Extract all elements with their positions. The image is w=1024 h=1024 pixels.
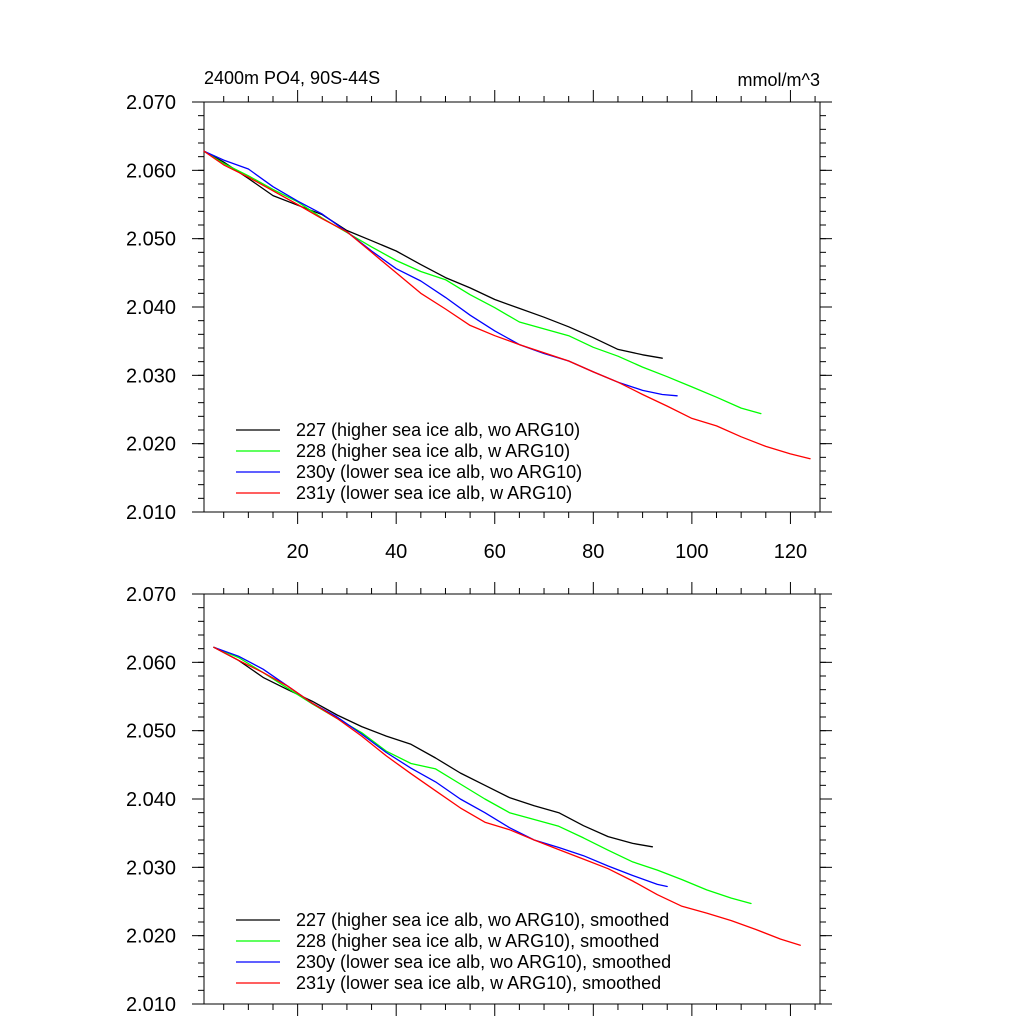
bottom-legend-label-228: 228 (higher sea ice alb, w ARG10), smoot… — [296, 931, 659, 951]
bottom-y-tick-label: 2.060 — [126, 652, 176, 674]
bottom-y-tick-label: 2.040 — [126, 789, 176, 811]
bottom-legend-label-231y: 231y (lower sea ice alb, w ARG10), smoot… — [296, 973, 661, 993]
top-x-tick-label: 20 — [287, 541, 309, 563]
bottom-panel: 2.010 2.020 2.030 2.040 2.050 2.060 2.070 227 … — [126, 582, 832, 1016]
bottom-panel-legend: 227 (higher sea ice alb, wo ARG10), smoo… — [236, 910, 671, 993]
top-panel-ticks: 2.010 2.020 2.030 2.040 2.050 2.060 2.070 20 40 6… — [126, 90, 832, 563]
bottom-legend-label-230y: 230y (lower sea ice alb, wo ARG10), smoo… — [296, 952, 671, 972]
bottom-y-tick-label: 2.070 — [126, 584, 176, 606]
bottom-y-tick-label: 2.050 — [126, 721, 176, 743]
bottom-panel-ticks: 2.010 2.020 2.030 2.040 2.050 2.060 2.070 — [126, 582, 832, 1016]
top-x-tick-label: 80 — [582, 541, 604, 563]
top-x-tick-label: 40 — [385, 541, 407, 563]
top-panel-legend: 227 (higher sea ice alb, wo ARG10)228 (h… — [236, 420, 582, 503]
top-y-tick-label: 2.030 — [126, 365, 176, 387]
top-y-tick-label: 2.060 — [126, 160, 176, 182]
bottom-panel-series — [213, 646, 801, 946]
top-x-tick-label: 120 — [774, 541, 807, 563]
top-y-tick-label: 2.070 — [126, 92, 176, 114]
units-label: mmol/m^3 — [738, 70, 820, 90]
bottom-series-line-228 — [213, 646, 752, 905]
bottom-y-tick-label: 2.010 — [126, 994, 176, 1016]
top-y-tick-label: 2.020 — [126, 434, 176, 456]
bottom-series-line-227 — [213, 646, 654, 848]
top-series-line-230y — [203, 150, 678, 397]
bottom-legend-label-227: 227 (higher sea ice alb, wo ARG10), smoo… — [296, 910, 669, 930]
top-series-line-228 — [203, 150, 762, 415]
bottom-series-line-231y — [213, 646, 801, 946]
top-y-tick-label: 2.010 — [126, 502, 176, 524]
top-series-line-231y — [203, 150, 811, 460]
bottom-y-tick-label: 2.030 — [126, 857, 176, 879]
top-legend-label-231y: 231y (lower sea ice alb, w ARG10) — [296, 483, 572, 503]
top-legend-label-230y: 230y (lower sea ice alb, wo ARG10) — [296, 462, 582, 482]
top-x-tick-label: 100 — [675, 541, 708, 563]
top-y-tick-label: 2.040 — [126, 297, 176, 319]
top-y-tick-label: 2.050 — [126, 229, 176, 251]
figure-title: 2400m PO4, 90S-44S — [204, 68, 380, 88]
top-series-line-227 — [203, 150, 663, 359]
top-x-tick-label: 60 — [484, 541, 506, 563]
top-panel: 2.010 2.020 2.030 2.040 2.050 2.060 2.070 20 40 6… — [126, 90, 832, 563]
bottom-y-tick-label: 2.020 — [126, 926, 176, 948]
top-legend-label-228: 228 (higher sea ice alb, w ARG10) — [296, 441, 570, 461]
top-panel-series — [203, 150, 811, 460]
top-legend-label-227: 227 (higher sea ice alb, wo ARG10) — [296, 420, 580, 440]
